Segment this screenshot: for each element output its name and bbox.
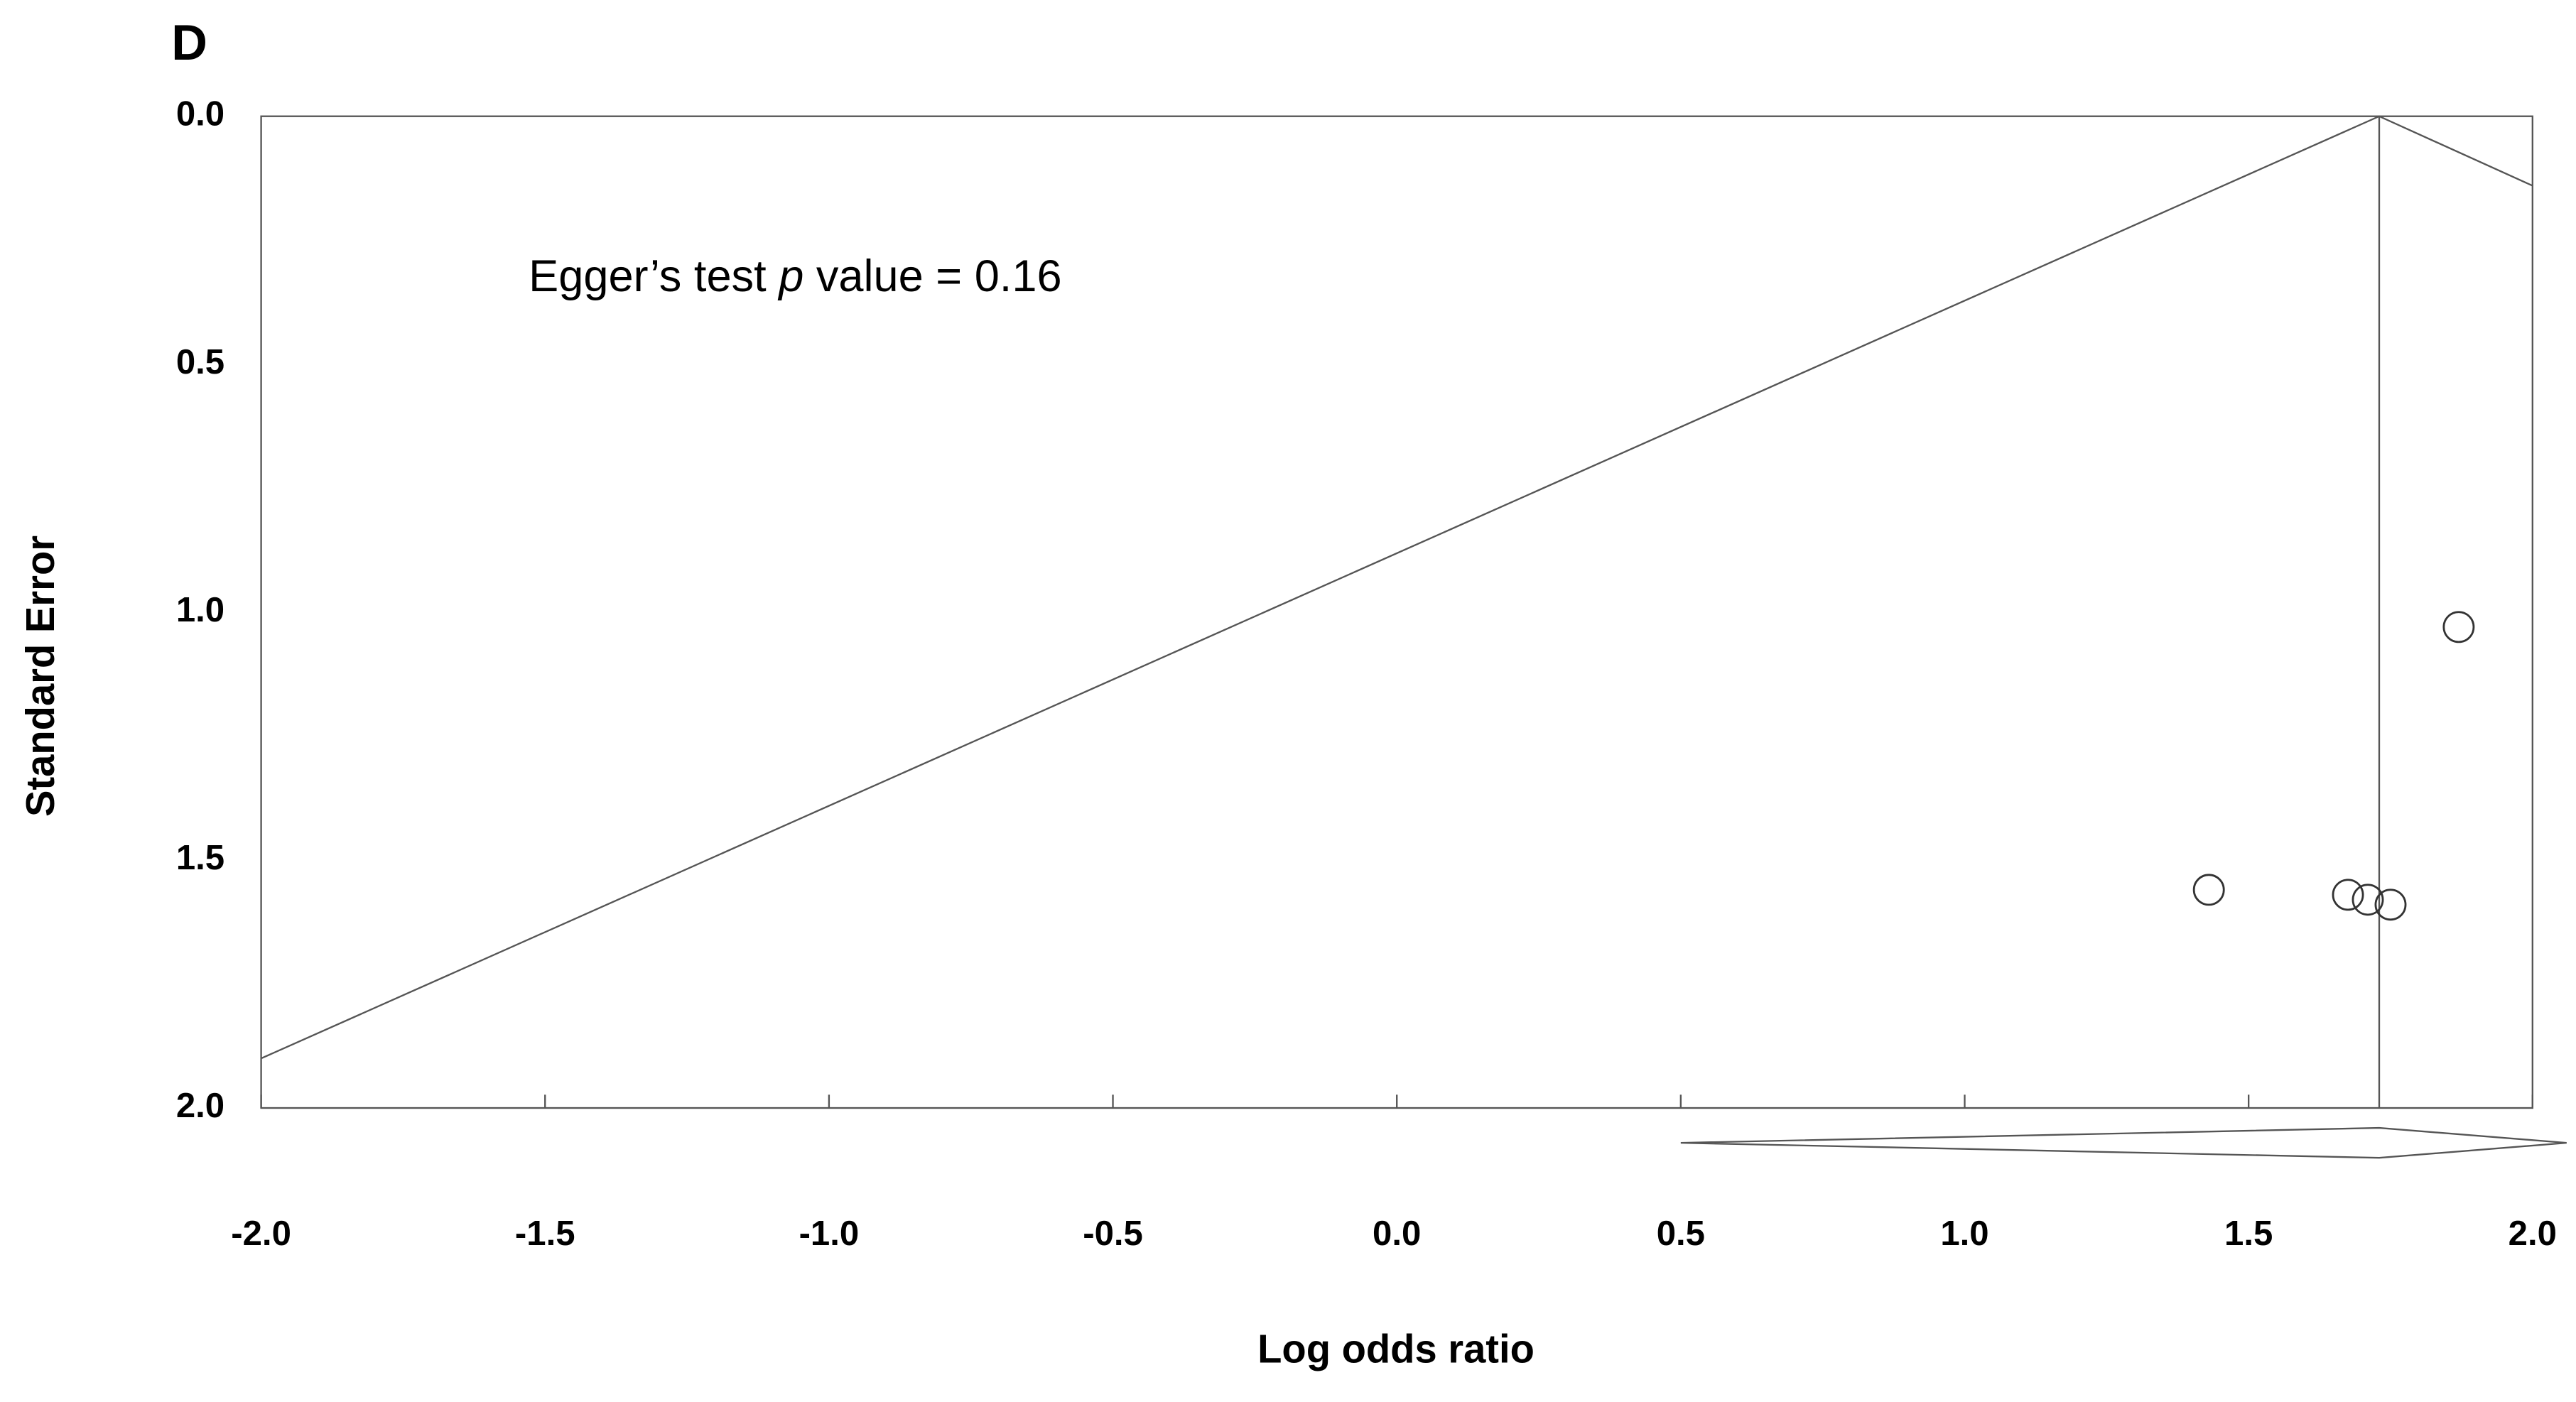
annotation-italic: p	[777, 251, 803, 301]
y-tick-label: 2.0	[176, 1087, 224, 1125]
study-point	[2332, 879, 2364, 911]
y-tick-label: 0.5	[176, 343, 224, 381]
x-tick-label: 0.5	[1657, 1214, 1705, 1253]
panel-label: D	[171, 14, 207, 70]
study-point	[2352, 884, 2384, 916]
study-point	[2442, 611, 2475, 643]
annotation-text: Egger’s test	[529, 251, 779, 301]
summary-diamond	[1680, 1126, 2567, 1159]
x-tick-label: -1.5	[515, 1214, 575, 1253]
y-tick-label: 1.5	[176, 839, 224, 877]
x-tick-label: -2.0	[231, 1214, 291, 1253]
annotation-rest: value = 0.16	[803, 251, 1061, 301]
x-tick-label: -1.0	[799, 1214, 860, 1253]
study-point	[2192, 874, 2225, 906]
annotation: Egger’s test p value = 0.16	[529, 251, 1061, 301]
x-tick-label: 1.0	[1940, 1214, 1988, 1253]
x-tick-label: -0.5	[1083, 1214, 1143, 1253]
x-tick-label: 1.5	[2224, 1214, 2273, 1253]
x-axis-title: Log odds ratio	[1257, 1327, 1535, 1371]
y-tick-label: 1.0	[176, 591, 224, 629]
y-tick-label: 0.0	[176, 95, 224, 134]
x-tick-label: 0.0	[1373, 1214, 1421, 1253]
x-tick-label: 2.0	[2509, 1214, 2557, 1253]
study-point	[2374, 889, 2407, 921]
y-axis-title: Standard Error	[18, 536, 63, 817]
